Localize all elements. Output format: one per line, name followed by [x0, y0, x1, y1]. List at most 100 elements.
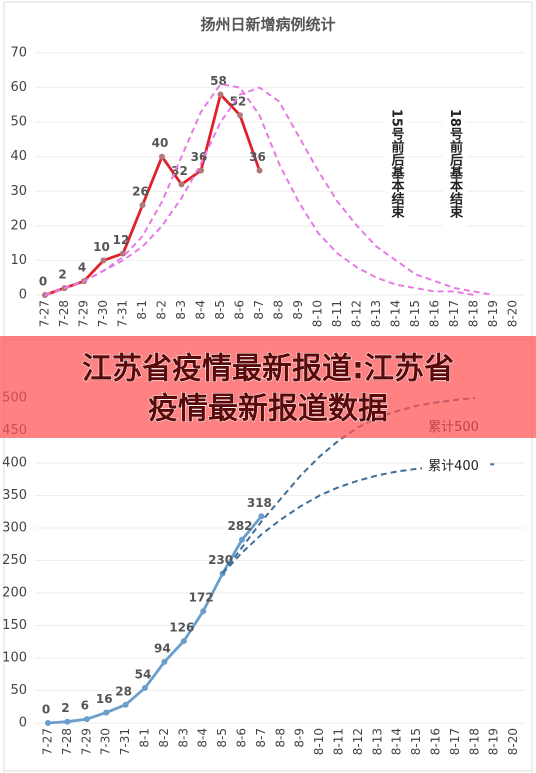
x-tick-label: 8-20 — [506, 728, 520, 755]
projection-line — [44, 86, 494, 296]
data-point — [103, 709, 110, 716]
x-tick-label: 8-12 — [350, 300, 364, 327]
y-tick-label: 50 — [10, 115, 27, 130]
x-tick-label: 8-5 — [215, 728, 229, 748]
data-label: 54 — [135, 667, 152, 681]
data-label: 4 — [78, 261, 86, 275]
data-label: 16 — [96, 692, 113, 706]
x-tick-label: 7-28 — [60, 728, 74, 755]
x-tick-label: 7-29 — [79, 728, 93, 755]
annotation: 18号前后基本结束 — [447, 109, 464, 220]
x-tick-label: 8-18 — [467, 300, 481, 327]
x-tick-label: 8-11 — [330, 300, 344, 327]
y-tick-label: 150 — [2, 618, 27, 633]
data-label: 230 — [208, 553, 233, 567]
x-tick-label: 8-10 — [312, 728, 326, 755]
x-tick-label: 8-9 — [293, 728, 307, 748]
y-tick-label: 10 — [10, 253, 27, 268]
data-point — [178, 181, 185, 188]
x-tick-label: 8-17 — [448, 728, 462, 755]
banner-text: 疫情最新报道数据 — [148, 392, 388, 427]
x-tick-label: 8-8 — [273, 728, 287, 748]
data-label: 52 — [230, 95, 247, 109]
x-tick-label: 8-16 — [429, 728, 443, 755]
x-tick-label: 7-27 — [38, 300, 52, 327]
data-label: 58 — [210, 74, 227, 88]
x-tick-label: 8-14 — [389, 300, 403, 327]
x-tick-label: 7-31 — [118, 728, 132, 755]
data-label: 36 — [249, 150, 266, 164]
data-point — [180, 638, 187, 645]
data-point — [45, 720, 51, 726]
x-tick-label: 8-19 — [487, 728, 501, 755]
y-tick-label: 300 — [2, 521, 27, 536]
x-tick-label: 7-28 — [57, 300, 71, 327]
data-point — [258, 513, 265, 520]
x-tick-label: 8-19 — [486, 300, 500, 327]
x-tick-label: 8-1 — [135, 300, 149, 320]
data-label: 36 — [191, 150, 208, 164]
annotation-box — [422, 454, 491, 479]
data-label: 126 — [169, 621, 194, 635]
y-tick-label: 200 — [2, 586, 27, 601]
data-point — [120, 250, 126, 257]
data-label: 2 — [58, 268, 66, 282]
x-tick-label: 8-3 — [176, 728, 190, 748]
x-tick-label: 8-2 — [155, 300, 169, 320]
data-line — [44, 91, 261, 297]
x-tick-label: 8-11 — [332, 728, 346, 755]
y-tick-label: 70 — [10, 46, 27, 61]
x-tick-label: 8-14 — [390, 728, 404, 755]
x-tick-label: 8-6 — [233, 300, 247, 320]
x-tick-label: 7-30 — [99, 728, 113, 755]
data-point — [64, 718, 71, 725]
x-tick-label: 8-16 — [428, 300, 442, 327]
data-point — [239, 536, 245, 543]
x-tick-label: 8-4 — [196, 728, 210, 748]
data-label: 2 — [61, 701, 69, 715]
chart-title: 扬州日新增病例统计 — [200, 16, 335, 34]
x-tick-label: 8-1 — [138, 728, 152, 748]
y-tick-label: 0 — [19, 716, 27, 731]
x-tick-label: 8-10 — [311, 300, 325, 327]
data-line — [47, 515, 263, 725]
x-tick-label: 8-20 — [506, 300, 520, 327]
x-tick-label: 8-13 — [370, 728, 384, 755]
x-tick-label: 8-4 — [194, 300, 208, 320]
data-point — [139, 202, 146, 209]
x-tick-label: 8-12 — [351, 728, 365, 755]
banner-text: 江苏省疫情最新报道:江苏省 — [82, 352, 454, 387]
annotation-box — [384, 104, 408, 235]
y-tick-label: 50 — [10, 683, 27, 698]
x-tick-label: 8-5 — [213, 300, 227, 320]
x-tick-label: 8-2 — [157, 728, 171, 748]
x-tick-label: 8-15 — [409, 728, 423, 755]
y-tick-label: 40 — [10, 149, 27, 164]
annotation-box — [442, 104, 467, 235]
projection-line — [44, 83, 475, 296]
data-label: 26 — [132, 185, 149, 199]
x-tick-label: 8-15 — [408, 300, 422, 327]
data-label: 32 — [171, 164, 188, 178]
data-point — [161, 658, 168, 665]
x-tick-label: 8-9 — [291, 300, 305, 320]
banner — [0, 336, 536, 438]
x-tick-label: 7-29 — [77, 300, 91, 327]
y-tick-label: 0 — [19, 288, 27, 303]
data-label: 12 — [113, 233, 130, 247]
x-tick-label: 8-13 — [369, 300, 383, 327]
data-point — [198, 167, 204, 174]
x-tick-label: 8-6 — [235, 728, 249, 748]
data-point — [100, 257, 107, 264]
data-point — [217, 91, 224, 98]
data-label: 0 — [42, 703, 50, 717]
y-tick-label: 350 — [2, 488, 27, 503]
x-tick-label: 7-30 — [96, 300, 110, 327]
data-label: 282 — [227, 519, 252, 533]
x-tick-label: 7-31 — [116, 300, 130, 327]
data-label: 10 — [93, 240, 110, 254]
y-tick-label: 400 — [2, 456, 27, 471]
annotation: 15号前后基本结束 — [389, 109, 406, 220]
data-label: 28 — [115, 684, 132, 698]
